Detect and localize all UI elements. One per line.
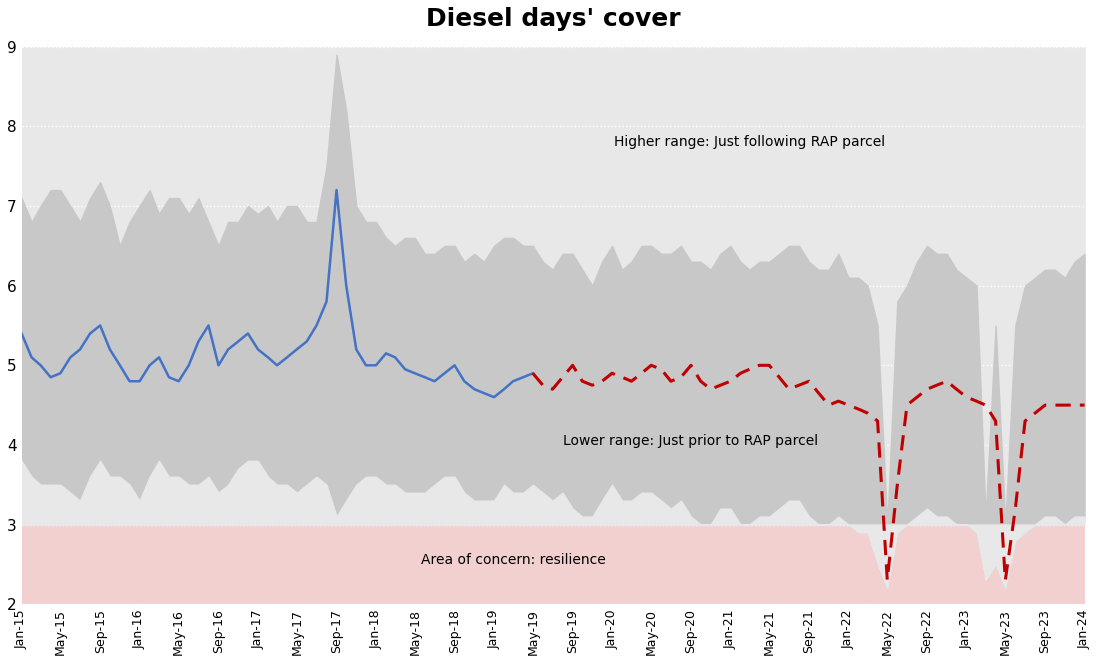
Bar	[22, 524, 1085, 604]
Text: Higher range: Just following RAP parcel: Higher range: Just following RAP parcel	[614, 135, 885, 150]
Text: Area of concern: resilience: Area of concern: resilience	[421, 553, 605, 567]
Text: Lower range: Just prior to RAP parcel: Lower range: Just prior to RAP parcel	[563, 434, 818, 448]
Title: Diesel days' cover: Diesel days' cover	[426, 7, 681, 31]
